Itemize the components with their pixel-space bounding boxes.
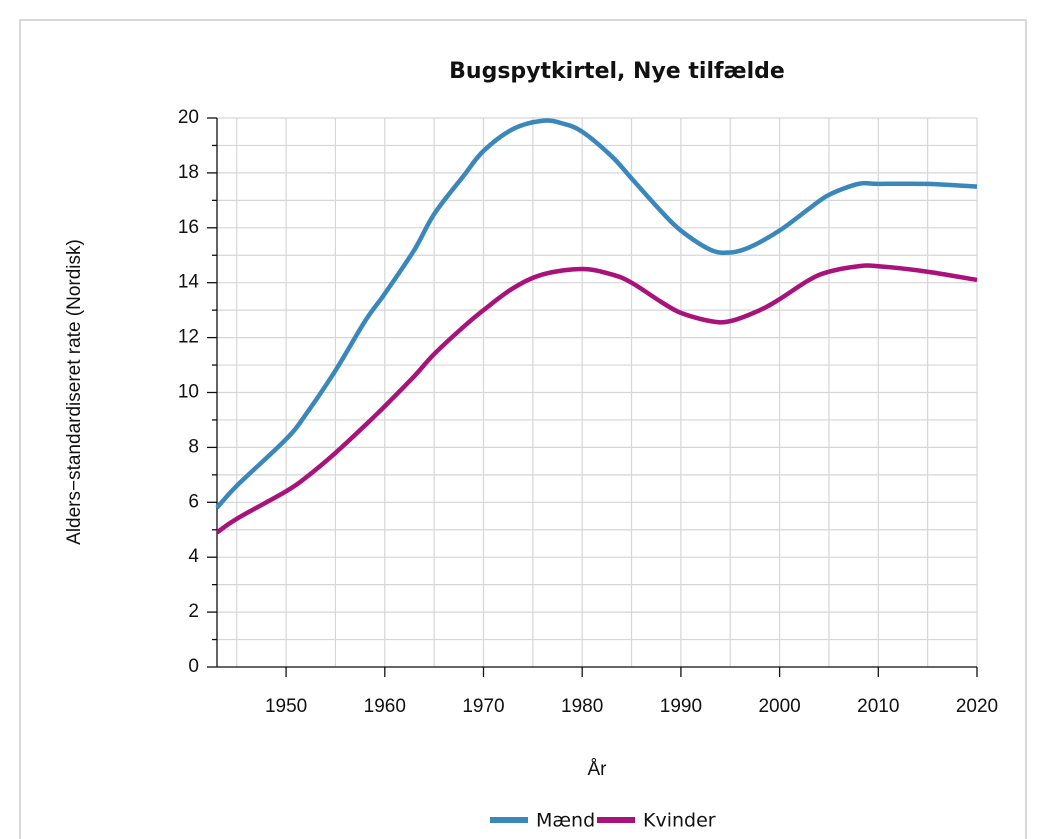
x-tick-label: 2010 <box>857 696 899 717</box>
x-tick-label: 2000 <box>758 696 800 717</box>
y-tick-label: 4 <box>188 546 199 567</box>
y-tick-label: 8 <box>188 436 199 457</box>
line-series <box>215 263 978 535</box>
x-tick-label: 1950 <box>265 696 307 717</box>
legend-label: Kvinder <box>643 810 716 832</box>
x-tick-label: 2020 <box>956 696 998 717</box>
y-tick-label: 16 <box>178 217 199 238</box>
legend-label: Mænd <box>536 810 595 832</box>
y-tick-label: 20 <box>178 107 199 128</box>
y-tick-label: 14 <box>178 272 200 293</box>
y-tick-label: 2 <box>188 601 199 622</box>
card <box>19 19 1027 839</box>
y-tick-label: 12 <box>178 327 199 348</box>
x-tick-label: 1990 <box>660 696 702 717</box>
y-tick-label: 0 <box>188 656 199 677</box>
y-tick-label: 10 <box>178 382 199 403</box>
y-tick-label: 6 <box>188 491 199 512</box>
line-series <box>215 118 978 510</box>
x-tick-label: 1960 <box>364 696 406 717</box>
chart-title: Bugspytkirtel, Nye tilfælde <box>449 59 785 84</box>
y-tick-label: 18 <box>178 162 199 183</box>
x-tick-label: 1970 <box>462 696 504 717</box>
x-tick-label: 1980 <box>561 696 603 717</box>
y-axis-label: Alders−standardiseret rate (Nordisk) <box>64 239 85 545</box>
x-axis-label: År <box>588 759 608 780</box>
